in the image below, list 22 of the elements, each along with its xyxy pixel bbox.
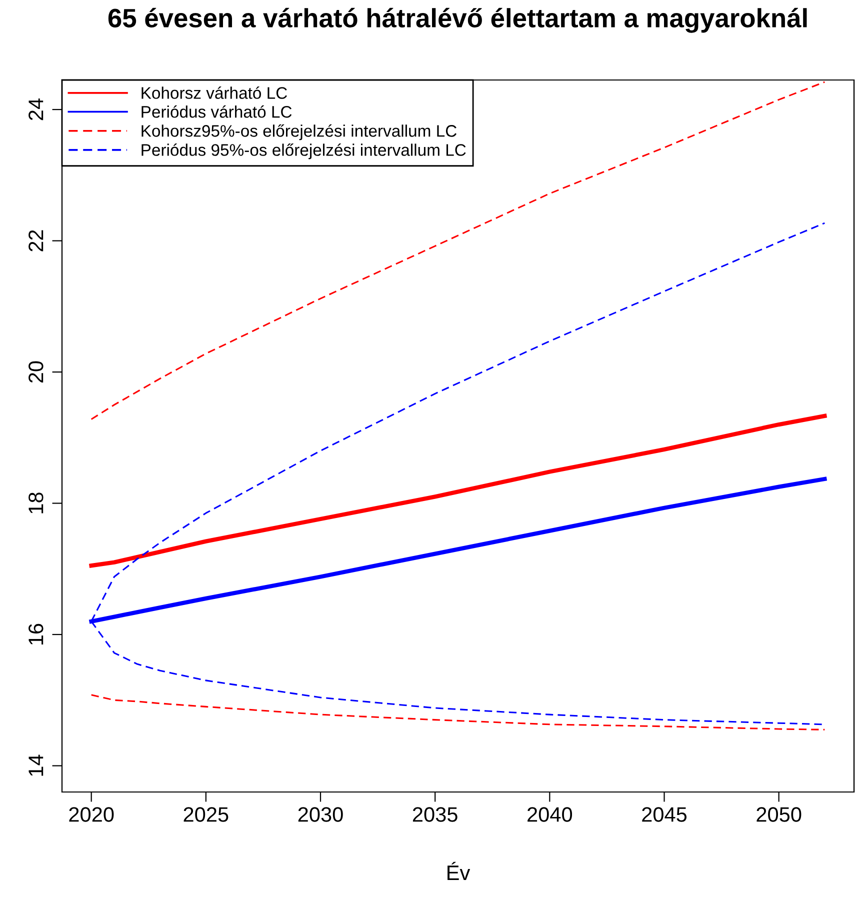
- y-tick-label: 22: [28, 230, 44, 252]
- line-series: [90, 694, 826, 730]
- y-tick-label: 14: [28, 754, 44, 776]
- chart-title: 65 évesen a várható hátralévő élettartam a magyaroknál: [108, 8, 807, 33]
- line-series: [90, 81, 826, 420]
- legend-label: Periódus 95%-os előrejelzési intervallum LC: [142, 143, 466, 160]
- y-tick-label: 18: [28, 492, 44, 514]
- x-tick-label: 2045: [642, 807, 687, 822]
- x-tick-label: 2040: [528, 807, 572, 822]
- y-tick-label: 20: [28, 361, 44, 383]
- y-tick-label: 24: [28, 98, 44, 120]
- line-series: [89, 414, 827, 568]
- x-tick-label: 2030: [298, 807, 343, 822]
- y-tick-label: 16: [28, 624, 44, 645]
- x-axis-title: Év: [448, 862, 470, 880]
- legend-label: Periódus várható LC: [142, 105, 292, 118]
- x-tick-label: 2035: [412, 807, 458, 822]
- legend-label: Kohorsz várható LC: [142, 86, 287, 99]
- x-tick-label: 2025: [184, 807, 228, 822]
- legend-label: Kohorsz95%-os előrejelzési intervallum LC: [142, 124, 457, 140]
- x-tick-label: 2050: [756, 807, 802, 822]
- x-tick-label: 2020: [69, 807, 114, 822]
